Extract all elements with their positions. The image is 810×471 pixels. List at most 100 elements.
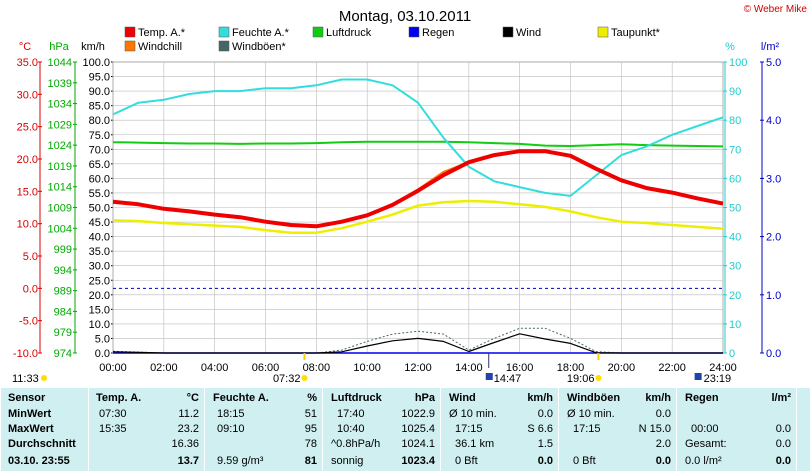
pct-axis-label: 40 xyxy=(729,232,741,244)
humid-avg: 78 xyxy=(304,438,317,450)
kmh-axis-label: 65.0 xyxy=(89,159,110,171)
press-forecast: sonnig xyxy=(331,455,364,467)
chart-title: Montag, 03.10.2011 xyxy=(339,8,471,25)
col-edge xyxy=(796,388,810,471)
kmh-axis-label: 95.0 xyxy=(89,72,110,84)
kmh-axis-label: 40.0 xyxy=(89,232,110,244)
temp-axis-label: 15.0 xyxy=(17,186,38,198)
sunset-time: 19:06 xyxy=(567,373,595,385)
kmh-axis-label: 80.0 xyxy=(89,115,110,127)
noon-time: 14:47 xyxy=(494,373,522,385)
row-now: 03.10. 23:55 xyxy=(8,455,70,467)
rain-max-time: 00:00 xyxy=(691,423,719,435)
temp-max-time: 15:35 xyxy=(99,423,127,435)
kmh-axis-label: 55.0 xyxy=(89,188,110,200)
unit-hpa: hPa xyxy=(49,41,69,53)
legend-swatch xyxy=(124,40,136,52)
press-max-time: 10:40 xyxy=(337,423,365,435)
humid-title: Feuchte A. xyxy=(213,392,269,404)
time-tick-label: 18:00 xyxy=(557,362,585,374)
row-max: MaxWert xyxy=(8,423,54,435)
legend-swatch xyxy=(124,26,136,38)
temp-axis-label: 0.0 xyxy=(23,283,38,295)
hpa-axis-label: 1004 xyxy=(48,223,72,235)
legend-swatch xyxy=(218,40,230,52)
unit-celsius: °C xyxy=(19,41,31,53)
axes: 35.0 30.0 25.0 20.0 15.0 10.0 5.0 0.0 -5.0 -10.0 1… xyxy=(13,57,781,374)
gust-now: 0.0 xyxy=(655,455,671,467)
kmh-axis-label: 85.0 xyxy=(89,101,110,113)
temp-axis-label: 25.0 xyxy=(17,122,38,134)
lm2-axis-label: 4.0 xyxy=(766,115,781,127)
hpa-axis-label: 974 xyxy=(54,348,72,360)
kmh-axis-label: 5.0 xyxy=(95,333,110,345)
col-sensor: Sensor MinWert MaxWert Durchschnitt 03.1… xyxy=(0,388,89,471)
temp-axis-label: -10.0 xyxy=(13,348,38,360)
sunrise-dot xyxy=(301,375,308,381)
humid-max-time: 09:10 xyxy=(217,423,245,435)
press-avg: 1024.1 xyxy=(401,438,435,450)
wind-title: Wind xyxy=(449,392,476,404)
pct-axis-label: 0 xyxy=(729,348,735,360)
sun-left-time: 11:33 xyxy=(12,373,39,385)
pct-axis-label: 20 xyxy=(729,290,741,302)
legend-label: Luftdruck xyxy=(326,27,372,39)
sunset-dot xyxy=(595,375,602,381)
temp-avg: 16.36 xyxy=(171,438,199,450)
kmh-axis-label: 35.0 xyxy=(89,246,110,258)
press-max-value: 1025.4 xyxy=(401,423,435,435)
time-tick-label: 16:00 xyxy=(506,362,534,374)
rain-now-label: 0.0 l/m² xyxy=(685,455,722,467)
hpa-axis-label: 1039 xyxy=(48,78,72,90)
temp-unit: °C xyxy=(186,392,199,404)
pct-axis-label: 50 xyxy=(729,203,741,215)
pct-axis-label: 60 xyxy=(729,173,741,185)
humid-now: 81 xyxy=(304,455,317,467)
unit-percent: % xyxy=(725,41,735,53)
hpa-axis-label: 989 xyxy=(54,286,72,298)
lm2-axis-label: 0.0 xyxy=(766,348,781,360)
time-tick-label: 24:00 xyxy=(709,362,737,374)
temp-axis-label: 10.0 xyxy=(17,219,38,231)
hpa-axis-label: 979 xyxy=(54,327,72,339)
temp-min-time: 07:30 xyxy=(99,408,127,420)
wind-bft: 0 Bft xyxy=(455,455,478,467)
time-tick-label: 12:00 xyxy=(404,362,432,374)
pct-axis-label: 10 xyxy=(729,319,741,331)
time-tick-label: 14:00 xyxy=(455,362,483,374)
time-tick-label: 00:00 xyxy=(99,362,127,374)
hpa-axis-label: 1009 xyxy=(48,203,72,215)
sun-markers: 11:33 07:32 14:47 19:06 23:19 xyxy=(12,353,731,385)
hpa-axis-label: 994 xyxy=(54,265,72,277)
wind-max-value: S 6.6 xyxy=(527,423,553,435)
rain-max-value: 0.0 xyxy=(775,423,791,435)
hpa-axis-label: 1034 xyxy=(48,99,72,111)
press-unit: hPa xyxy=(414,392,435,404)
col-gust: Windböen km/h Ø 10 min. 0.0 17:15 N 15.0… xyxy=(558,388,677,471)
legend-swatch xyxy=(218,26,230,38)
right-time: 23:19 xyxy=(704,373,732,385)
legend-label: Regen xyxy=(422,27,454,39)
gust-min-value: 0.0 xyxy=(655,408,671,420)
kmh-axis-label: 15.0 xyxy=(89,304,110,316)
series-group xyxy=(112,78,724,354)
temp-now: 13.7 xyxy=(177,455,199,467)
pct-axis-label: 30 xyxy=(729,261,741,273)
kmh-axis-label: 0.0 xyxy=(95,348,110,360)
rain-total: 0.0 xyxy=(775,438,791,450)
grid xyxy=(112,61,724,354)
weather-chart: Montag, 03.10.2011 © Weber Mike Temp. A.… xyxy=(12,4,807,385)
press-min-time: 17:40 xyxy=(337,408,365,420)
gust-avg: 2.0 xyxy=(655,438,671,450)
legend-label: Temp. A.* xyxy=(138,27,186,39)
time-tick-label: 02:00 xyxy=(150,362,178,374)
sun-left-dot xyxy=(41,375,47,381)
sunrise-time: 07:32 xyxy=(273,373,301,385)
rain-now: 0.0 xyxy=(775,455,791,467)
kmh-axis-label: 25.0 xyxy=(89,275,110,287)
wind-distance: 36.1 km xyxy=(455,438,495,450)
hpa-axis-label: 1029 xyxy=(48,119,72,131)
press-now: 1023.4 xyxy=(401,455,435,467)
lm2-axis-label: 1.0 xyxy=(766,290,781,302)
